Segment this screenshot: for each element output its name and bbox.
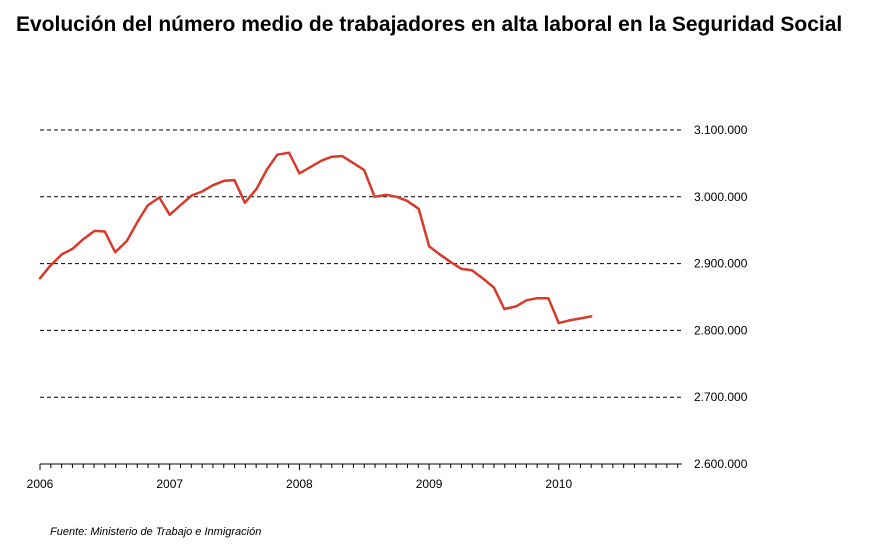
y-tick-label: 3.000.000 — [694, 190, 748, 204]
x-axis: 2006 2007 2008 2009 2010 — [27, 463, 682, 491]
y-tick-label: 2.700.000 — [694, 390, 748, 404]
x-tick-label: 2006 — [27, 477, 54, 491]
series-line — [38, 151, 593, 325]
series-layer — [38, 151, 593, 325]
y-axis-tick-labels: 3.100.000 3.000.000 2.900.000 2.800.000 2.70… — [694, 123, 748, 471]
x-tick-label: 2009 — [416, 477, 443, 491]
x-tick-label: 2010 — [545, 477, 572, 491]
chart-title: Evolución del número medio de trabajador… — [16, 13, 843, 36]
gridlines — [40, 129, 682, 398]
y-tick-label: 3.100.000 — [694, 123, 748, 137]
source-note: Fuente: Ministerio de Trabajo e Inmigrac… — [50, 526, 262, 538]
x-tick-label: 2007 — [156, 477, 183, 491]
y-tick-label: 2.600.000 — [694, 457, 748, 471]
y-tick-label: 2.800.000 — [694, 323, 748, 337]
x-tick-label: 2008 — [286, 477, 313, 491]
y-tick-label: 2.900.000 — [694, 257, 748, 271]
